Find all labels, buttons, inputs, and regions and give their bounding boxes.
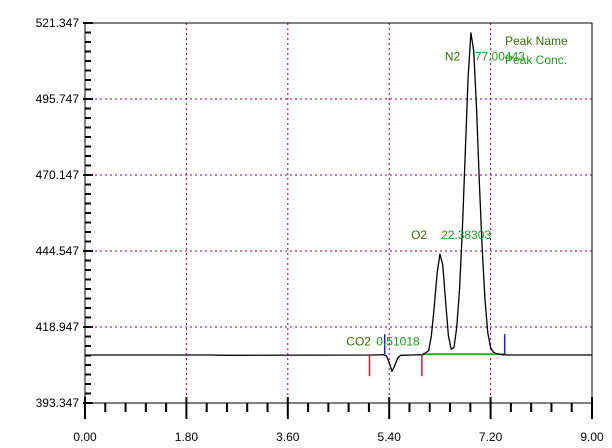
peak-conc-label: 0.51018 — [376, 335, 420, 349]
signal-trace-layer — [85, 32, 592, 373]
y-tick-label: 393.347 — [36, 396, 80, 410]
y-tick-label: 444.547 — [36, 244, 80, 258]
y-tick-label: 521.347 — [36, 16, 80, 30]
axes: 393.347 418.947 444.547 470.147 495.747 521.3… — [36, 16, 604, 444]
legend-peak-conc: Peak Conc. — [505, 53, 567, 67]
peak-conc-label: 22.38303 — [441, 228, 491, 242]
legend-peak-name: Peak Name — [505, 34, 568, 48]
peak-conc-label: 77.00443 — [475, 50, 525, 64]
peak-name-label: O2 — [411, 228, 427, 242]
peak-annotations: CO2 0.51018 O2 22.38303 N2 77.00443 — [346, 50, 525, 349]
x-tick-label: 0.00 — [73, 430, 97, 444]
peak-name-label: CO2 — [346, 335, 371, 349]
peak-markers — [368, 334, 506, 377]
x-tick-label: 9.00 — [580, 430, 604, 444]
peak-name-label: N2 — [445, 50, 461, 64]
x-tick-label: 3.60 — [276, 430, 300, 444]
grid-lines — [85, 23, 592, 403]
y-tick-label: 470.147 — [36, 168, 80, 182]
y-tick-label: 495.747 — [36, 92, 80, 106]
legend: Peak Name Peak Conc. — [505, 34, 568, 67]
x-tick-label: 7.20 — [479, 430, 503, 444]
x-tick-label: 1.80 — [175, 430, 199, 444]
x-tick-label: 5.40 — [378, 430, 402, 444]
plot-frame — [84, 22, 593, 404]
y-tick-label: 418.947 — [36, 320, 80, 334]
signal-trace — [85, 32, 592, 373]
